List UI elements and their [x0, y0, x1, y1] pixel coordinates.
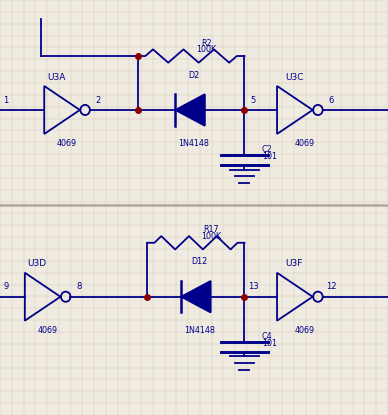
Text: 101: 101 — [262, 152, 277, 161]
Text: 4069: 4069 — [294, 139, 315, 149]
Text: 4069: 4069 — [294, 326, 315, 335]
Text: 1N4148: 1N4148 — [184, 326, 215, 335]
Text: 12: 12 — [326, 282, 336, 291]
Text: 1: 1 — [3, 95, 9, 105]
Text: 5: 5 — [250, 95, 256, 105]
Text: U3C: U3C — [285, 73, 303, 82]
Polygon shape — [181, 281, 211, 312]
Text: U3A: U3A — [47, 73, 65, 82]
Text: C4: C4 — [262, 332, 272, 341]
Text: 2: 2 — [96, 95, 101, 105]
Text: R17: R17 — [204, 225, 219, 234]
Text: R2: R2 — [201, 39, 212, 48]
Text: 100K: 100K — [197, 45, 217, 54]
Text: 100K: 100K — [201, 232, 222, 241]
Text: 13: 13 — [248, 282, 258, 291]
Text: C2: C2 — [262, 145, 273, 154]
Text: 1N4148: 1N4148 — [178, 139, 210, 149]
Text: 101: 101 — [262, 339, 277, 348]
Polygon shape — [175, 94, 205, 126]
Text: D12: D12 — [192, 257, 208, 266]
Text: 8: 8 — [76, 282, 82, 291]
Text: 9: 9 — [3, 282, 9, 291]
Text: 4069: 4069 — [57, 139, 77, 149]
Text: 4069: 4069 — [37, 326, 57, 335]
Text: U3F: U3F — [286, 259, 303, 269]
Text: D2: D2 — [189, 71, 199, 80]
Text: 6: 6 — [329, 95, 334, 105]
Text: U3D: U3D — [27, 259, 46, 269]
